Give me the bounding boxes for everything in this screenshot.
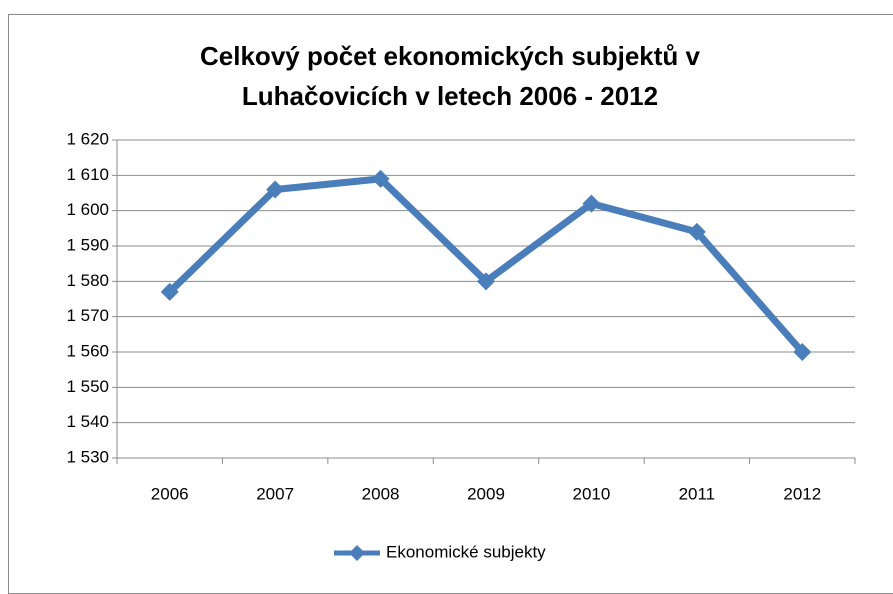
y-tick-label: 1 580 <box>66 271 109 290</box>
y-tick-label: 1 550 <box>66 377 109 396</box>
legend-label: Ekonomické subjekty <box>386 542 546 561</box>
series-line <box>167 175 805 355</box>
x-tick-label: 2007 <box>256 484 294 503</box>
data-point <box>371 169 390 188</box>
y-tick-label: 1 590 <box>66 235 109 254</box>
y-tick-label: 1 620 <box>66 129 109 148</box>
chart: 1 530 1 540 1 550 1 560 1 570 1 580 1 590 1 600… <box>66 129 856 561</box>
y-tick-label: 1 600 <box>66 200 109 219</box>
chart-title: Celkový počet ekonomických subjektů v Lu… <box>200 41 700 111</box>
x-tick-label: 2008 <box>362 484 400 503</box>
x-tick-label: 2009 <box>467 484 505 503</box>
y-tick-label: 1 530 <box>66 447 109 466</box>
data-point <box>160 282 179 301</box>
data-point <box>582 194 601 213</box>
y-tick-label: 1 610 <box>66 165 109 184</box>
data-point <box>477 272 495 291</box>
x-tick-label: 2012 <box>783 484 821 503</box>
y-tick-label: 1 560 <box>66 341 109 360</box>
page: {"chart_data": {"type": "line", "title":… <box>8 14 893 594</box>
x-tick-label: 2006 <box>151 484 189 503</box>
y-tick-label: 1 570 <box>66 306 109 325</box>
legend-marker <box>349 545 365 561</box>
x-tick-label: 2010 <box>573 484 611 503</box>
data-point <box>687 222 706 241</box>
data-point <box>793 343 812 361</box>
x-tick-label: 2011 <box>679 484 716 503</box>
data-point <box>266 180 285 199</box>
y-tick-label: 1 540 <box>66 412 109 431</box>
